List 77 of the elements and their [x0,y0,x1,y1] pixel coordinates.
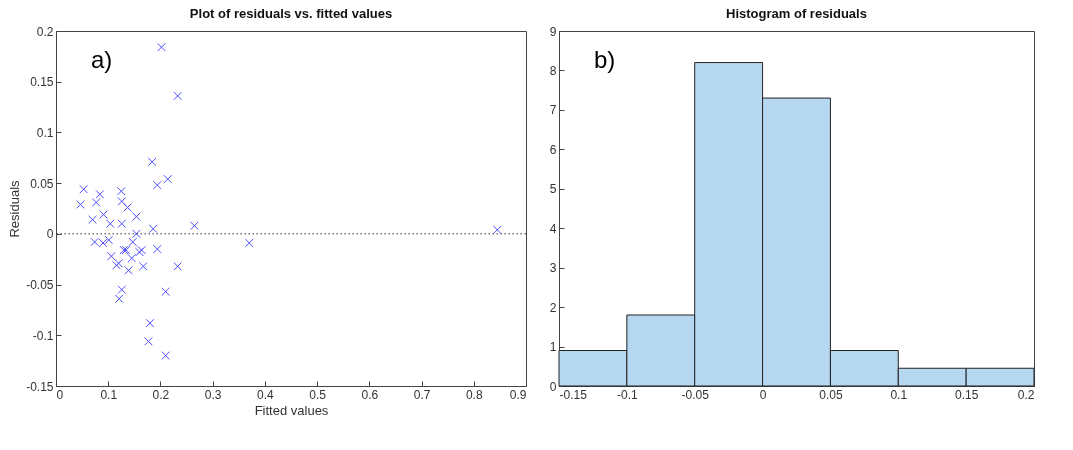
point [132,229,141,239]
point [144,337,153,346]
y-tick-label: 7 [549,103,557,118]
point [138,261,148,271]
x-tick-label: 0.1 [100,387,118,402]
point [90,237,100,247]
x-tick-label: 0.15 [954,387,979,402]
point [173,91,183,101]
y-tick-label: 8 [549,63,557,78]
x-tick-label: 0.5 [309,387,327,402]
y-axis-title: Residuals [7,179,23,238]
x-tick-label: -0.1 [617,387,639,402]
y-tick-label: 0 [46,227,54,242]
x-tick-label: 0.2 [152,387,170,402]
point [127,253,137,263]
x-tick-label: -0.15 [559,387,588,402]
y-tick-label: -0.1 [32,328,54,343]
point [114,258,124,268]
x-tick-label: 0.8 [465,387,483,402]
point [91,198,101,207]
point [148,224,158,234]
annotation: b) [594,46,616,73]
point [106,251,116,261]
x-tick-label: 0.2 [1017,387,1035,402]
point [105,219,115,229]
x-tick-label: 0.7 [413,387,431,402]
point [79,184,89,194]
point [95,189,105,199]
point [157,42,166,52]
point [104,235,114,245]
y-tick-label: 0.1 [36,125,54,140]
y-tick-label: 2 [549,300,557,315]
point [132,212,141,221]
y-tick-label: 0.05 [30,176,54,191]
x-tick-label: 0.05 [819,387,843,402]
x-tick-label: 0.6 [361,387,379,402]
point [147,157,157,167]
x-axis-title: Fitted values [254,402,329,418]
point [99,210,108,219]
chart-title: Plot of residuals vs. fitted values [189,6,393,21]
x-tick-label: 0 [56,387,64,402]
point [76,200,85,209]
point [163,174,173,184]
point [145,318,155,328]
point [173,261,183,271]
y-tick-label: 0.15 [30,75,54,90]
point [161,287,171,297]
point [88,215,97,225]
x-tick-label: -0.05 [681,387,710,402]
y-tick-label: 0.2 [36,24,54,39]
chart-title: Histogram of residuals [726,6,867,21]
y-tick-label: -0.05 [26,278,54,293]
y-tick-label: 4 [549,221,557,236]
point [123,203,132,212]
point [135,247,144,257]
point [117,219,127,229]
annotation: a) [91,46,113,73]
point [112,260,121,270]
point [492,225,502,235]
point [128,237,138,247]
x-tick-label: 0.9 [509,387,527,402]
y-tick-label: 3 [549,261,557,276]
x-tick-label: 0.1 [890,387,908,402]
point [137,245,147,255]
y-tick-label: 1 [549,340,557,355]
x-tick-label: 0.3 [204,387,222,402]
point [124,266,133,275]
x-tick-label: 0.4 [257,387,275,402]
y-tick-label: 6 [549,142,557,157]
point [152,244,162,254]
point [152,180,162,190]
point [161,351,171,360]
point [244,238,254,248]
x-tick-label: 0 [759,387,767,402]
y-tick-label: 5 [549,182,557,197]
y-tick-label: 9 [549,24,557,39]
point [190,221,199,231]
